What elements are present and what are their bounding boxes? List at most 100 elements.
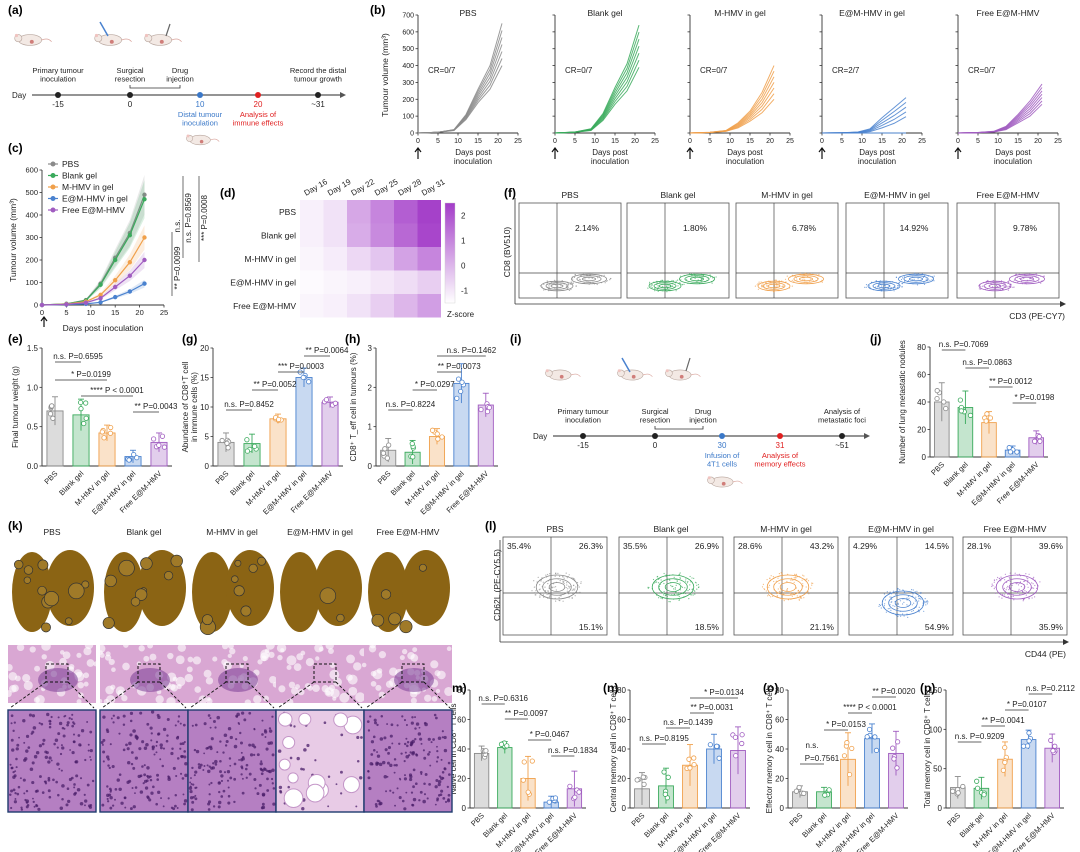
- cell-nucleus: [233, 744, 238, 749]
- event-dot: [580, 582, 582, 585]
- density-contour: [684, 275, 710, 283]
- event-dot: [811, 584, 813, 586]
- cell-nucleus: [56, 762, 60, 766]
- cell-nucleus: [114, 787, 118, 791]
- cell-nucleus: [224, 744, 228, 747]
- event-dot: [881, 285, 883, 287]
- metastatic-nodule: [240, 605, 252, 617]
- timeline-event-label: Infusion of 4T1 cells: [705, 451, 741, 469]
- event-dot: [982, 285, 984, 287]
- density-contour: [793, 275, 819, 283]
- event-dot: [918, 611, 920, 613]
- p-value: ** P=0.0043: [135, 402, 178, 411]
- x-tick-label: 25: [1054, 138, 1062, 145]
- flow-plot-title: PBS: [546, 524, 563, 534]
- event-dot: [1026, 583, 1028, 585]
- event-dot: [657, 582, 660, 584]
- cell-nucleus: [89, 748, 93, 753]
- event-dot: [542, 581, 544, 583]
- quadrant-percentage: 54.9%: [925, 622, 950, 632]
- cell-nucleus: [146, 722, 150, 726]
- event-dot: [540, 580, 542, 582]
- event-dot: [667, 285, 669, 287]
- alveolar-space: [227, 642, 234, 649]
- event-dot: [902, 277, 904, 279]
- tumour-focus: [130, 668, 170, 692]
- cell-nucleus: [414, 727, 417, 730]
- cell-nucleus: [327, 775, 331, 778]
- event-dot: [1034, 596, 1036, 598]
- data-point: [1036, 433, 1042, 440]
- event-dot: [998, 285, 1000, 287]
- event-dot: [784, 278, 787, 280]
- event-dot: [792, 593, 794, 595]
- cell-nucleus: [110, 717, 113, 720]
- growth-curve: [957, 87, 1043, 134]
- text-line: Days post: [727, 148, 763, 157]
- alveolar-space: [305, 658, 314, 667]
- cell-nucleus: [194, 794, 197, 797]
- cell-nucleus: [61, 746, 65, 750]
- event-dot: [666, 595, 668, 598]
- event-dot: [559, 575, 561, 578]
- cell-nucleus: [68, 777, 72, 782]
- quadrant-percentage: 4.29%: [853, 541, 878, 551]
- panel-letter-e: (e): [8, 332, 23, 346]
- cell-nucleus: [214, 759, 218, 764]
- event-dot: [674, 588, 676, 590]
- cell-nucleus: [415, 753, 419, 757]
- heatmap-row-label: PBS: [279, 207, 296, 217]
- event-dot: [764, 588, 766, 591]
- event-dot: [554, 575, 556, 577]
- event-dot: [666, 291, 668, 293]
- complete-response-label: CR=0/7: [968, 66, 996, 75]
- event-dot: [661, 598, 663, 600]
- data-point: [1026, 738, 1032, 744]
- data-point: [276, 416, 282, 423]
- event-dot: [995, 284, 998, 286]
- data-point: [127, 233, 133, 238]
- p-value: * P=0.0198: [1014, 393, 1054, 402]
- zoom-line: [365, 681, 403, 709]
- event-dot: [610, 277, 612, 280]
- data-point: [225, 445, 231, 451]
- event-dot: [584, 278, 586, 280]
- lung-right-lobe: [314, 550, 362, 626]
- cell-nucleus: [14, 770, 17, 773]
- heatmap-cell: [417, 247, 441, 271]
- data-point: [739, 732, 745, 738]
- event-dot: [980, 288, 982, 290]
- mouse-icon-infusion: [707, 476, 743, 488]
- event-dot: [776, 284, 778, 286]
- alveolar-space: [16, 643, 25, 652]
- cell-nucleus: [143, 779, 148, 783]
- cell-nucleus: [441, 771, 445, 774]
- bar: [497, 747, 513, 809]
- cell-nucleus: [277, 749, 282, 753]
- p-value: n.s.: [806, 741, 819, 750]
- cell-nucleus: [229, 776, 233, 780]
- tumour-focus: [394, 668, 434, 692]
- cell-nucleus: [14, 798, 17, 800]
- metastatic-nodule: [248, 563, 258, 573]
- zoom-box: [401, 663, 425, 683]
- event-dot: [572, 588, 575, 590]
- mouse-icon-injection: [665, 369, 701, 381]
- cell-nucleus: [243, 718, 247, 722]
- density-contour: [767, 283, 781, 289]
- cell-nucleus: [420, 742, 423, 745]
- event-dot: [1007, 286, 1009, 288]
- event-dot: [651, 287, 653, 289]
- cell-nucleus: [58, 721, 63, 726]
- event-dot: [772, 595, 774, 598]
- mouse-tumour: [631, 374, 636, 379]
- density-contour: [658, 578, 688, 596]
- cell-nucleus: [448, 773, 451, 776]
- data-point: [687, 765, 693, 771]
- event-dot: [685, 592, 687, 595]
- text-line: inoculation: [182, 119, 218, 128]
- p-value: * P=0.0199: [71, 370, 111, 379]
- cell-nucleus: [194, 770, 198, 774]
- cell-nucleus: [225, 739, 229, 744]
